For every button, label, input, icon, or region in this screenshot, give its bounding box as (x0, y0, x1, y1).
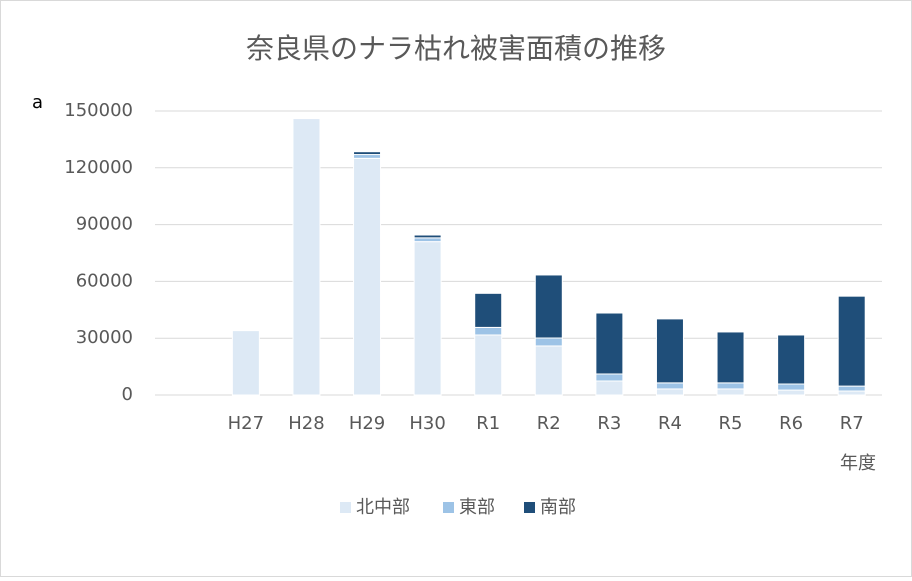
x-tick-label: R2 (537, 413, 561, 434)
y-tick-label: 150000 (64, 100, 133, 121)
x-tick-label: H30 (409, 413, 445, 434)
bar-segment (837, 385, 866, 392)
bar-segment (413, 237, 442, 243)
bar-segment (413, 234, 442, 239)
bar-segment (534, 345, 563, 396)
x-tick-label: R7 (840, 413, 864, 434)
legend-swatch (524, 502, 535, 513)
bar-segment (353, 157, 382, 396)
bar-segment (353, 154, 382, 159)
y-tick-label: 90000 (76, 214, 133, 235)
bar-segment (777, 383, 806, 391)
bar-segment (655, 382, 684, 390)
x-tick-label: H29 (349, 413, 385, 434)
bar-segment (534, 337, 563, 347)
legend-label: 北中部 (356, 497, 410, 518)
y-tick-label: 120000 (64, 157, 133, 178)
x-tick-label: R6 (779, 413, 803, 434)
bar-segment (716, 388, 745, 396)
bar-segment (777, 334, 806, 385)
chart-title: 奈良県のナラ枯れ被害面積の推移 (246, 32, 666, 65)
legend-label: 南部 (540, 497, 576, 518)
bar-segment (655, 318, 684, 384)
bar-segment (474, 292, 503, 328)
bar-segment (353, 151, 382, 156)
bar-segment (837, 295, 866, 387)
x-tick-label: R5 (719, 413, 743, 434)
x-tick-label: R1 (476, 413, 500, 434)
y-tick-label: 60000 (76, 270, 133, 291)
annotation: a (32, 92, 43, 113)
legend-swatch (443, 502, 454, 513)
bar-segment (716, 331, 745, 384)
bar-segment (595, 380, 624, 396)
bar-segment (716, 382, 745, 390)
x-tick-label: H27 (228, 413, 264, 434)
x-tick-label: H28 (288, 413, 324, 434)
bar-segment (595, 373, 624, 382)
bar-segment (595, 312, 624, 375)
bar-segment (413, 241, 442, 396)
legend-swatch (340, 502, 351, 513)
bar-segment (474, 326, 503, 336)
bar-segment (474, 334, 503, 396)
y-tick-label: 30000 (76, 327, 133, 348)
x-axis-label: 年度 (840, 453, 876, 474)
bar-segment (777, 389, 806, 396)
bar-segment (292, 118, 321, 396)
bar-segment (655, 388, 684, 396)
bar-segment (231, 330, 260, 396)
x-tick-label: R3 (597, 413, 621, 434)
y-tick-label: 0 (122, 384, 133, 405)
bar-segment (534, 274, 563, 339)
legend-label: 東部 (459, 497, 495, 518)
bar-segment (837, 390, 866, 396)
x-tick-label: R4 (658, 413, 682, 434)
